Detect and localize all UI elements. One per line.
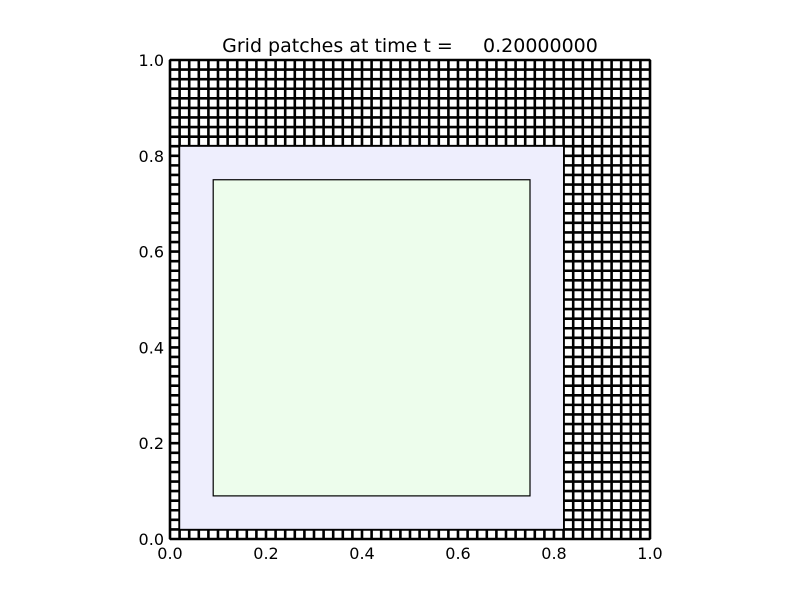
x-tick-label: 0.4 xyxy=(349,544,374,563)
y-tick-label: 0.0 xyxy=(139,530,164,549)
axes-layer: 0.0 0.2 0.4 0.6 0.8 1.0 0.0 0.2 0.4 0.6 0.8 1.0 xyxy=(139,51,663,563)
chart-title: Grid patches at time t = 0.20000000 xyxy=(222,35,598,57)
x-tick-label: 0.6 xyxy=(445,544,470,563)
x-tick-label: 0.2 xyxy=(253,544,278,563)
x-tick-label: 0.0 xyxy=(157,544,182,563)
y-tick-label: 0.4 xyxy=(139,338,164,357)
x-tick-label: 1.0 xyxy=(637,544,662,563)
patch-level-3-box xyxy=(212,179,531,497)
y-tick-label: 0.2 xyxy=(139,434,164,453)
patch-level-3 xyxy=(212,179,531,497)
y-tick-label: 0.6 xyxy=(139,243,164,262)
y-tick-label: 1.0 xyxy=(139,51,164,70)
plot-area xyxy=(168,58,652,541)
y-tick-label: 0.8 xyxy=(139,147,164,166)
x-tick-label: 0.8 xyxy=(541,544,566,563)
axes-frame xyxy=(169,59,651,540)
